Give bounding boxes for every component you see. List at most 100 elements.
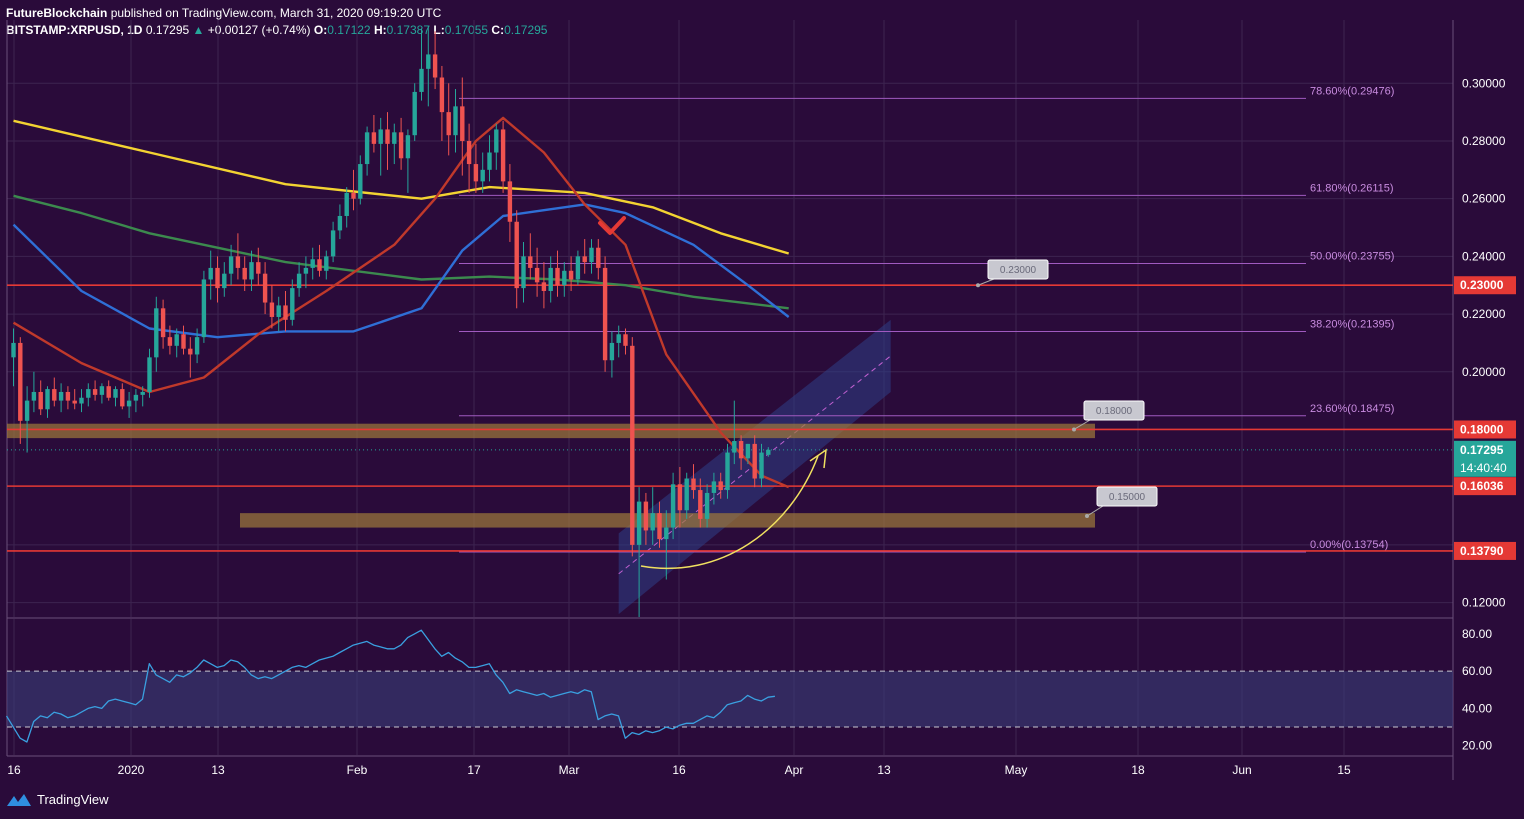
candle-body (426, 54, 431, 69)
candle-body (181, 334, 186, 349)
candle-body (623, 334, 628, 346)
price-level-tag (1454, 541, 1516, 560)
fib-level-label: 23.60%(0.18475) (1310, 403, 1394, 415)
callout-anchor (1072, 427, 1076, 432)
candle-body (528, 256, 533, 268)
last-price-tag (1454, 440, 1516, 477)
level-lines: 78.60%(0.29476) 61.80%(0.26115) 50.00%(0.2… (7, 85, 1453, 553)
footer-brand[interactable]: TradingView (37, 792, 109, 807)
fib-level-label: 50.00%(0.23755) (1310, 250, 1394, 262)
time-axis-tick: 13 (877, 763, 891, 777)
ohlc-high-key: H: (373, 23, 387, 37)
price-level-tag (1454, 276, 1516, 295)
rsi-axis-tick: 80.00 (1462, 627, 1492, 641)
time-axis-tick: 2020 (118, 763, 145, 777)
candle-body (351, 192, 356, 199)
last-price-tag-label: 0.17295 (1460, 443, 1504, 457)
symbol-name[interactable]: BITSTAMP:XRPUSD (6, 23, 121, 37)
price-axis-tick: 0.28000 (1462, 134, 1506, 148)
candle-body (664, 527, 669, 540)
candle-body (548, 267, 553, 291)
candle-body (324, 256, 329, 271)
candle-body (677, 484, 683, 511)
candle-body (154, 308, 159, 358)
publisher-name[interactable]: FutureBlockchain (6, 6, 108, 20)
candle-body (745, 443, 751, 459)
time-axis-tick: 16 (7, 763, 21, 777)
candlesticks[interactable] (11, 25, 771, 617)
callout-anchor (976, 283, 980, 288)
candle-body (296, 273, 302, 289)
grid (6, 20, 1454, 780)
candle-body (235, 256, 241, 268)
candle-body (541, 282, 547, 291)
candle-body (555, 267, 560, 286)
candle-body (337, 215, 343, 231)
candle-body (140, 391, 145, 395)
time-axis-tick: Jun (1232, 763, 1251, 777)
annotation-fills (7, 319, 1095, 615)
candle-body (65, 391, 71, 401)
moving-average-line (13, 194, 789, 310)
rsi-pane[interactable] (5, 629, 1454, 743)
candle-body (228, 256, 234, 274)
candle-body (609, 342, 615, 361)
candle-body (24, 400, 30, 421)
candle-body (514, 221, 519, 289)
candle-body (691, 478, 696, 491)
tradingview-logo-icon[interactable] (6, 793, 32, 807)
candle-body (630, 345, 635, 545)
candle-body (120, 389, 125, 407)
candle-body (174, 334, 179, 346)
candle-body (568, 270, 574, 280)
candle-body (194, 337, 200, 355)
candle-body (589, 247, 594, 263)
candle-body (133, 394, 139, 401)
rsi-band (7, 671, 1453, 728)
candle-body (698, 490, 703, 519)
price-level-tag-label: 0.16036 (1460, 479, 1504, 493)
publish-info: published on TradingView.com, March 31, … (110, 6, 442, 20)
candle-body (521, 256, 526, 289)
ohlc-low-key: L: (433, 23, 445, 37)
candle-body (283, 305, 288, 320)
candle-body (405, 135, 411, 159)
candle-body (188, 348, 193, 355)
candle-body (31, 391, 37, 401)
candle-body (358, 164, 363, 199)
ohlc-high-value: 0.17387 (386, 23, 431, 37)
candle-body (480, 169, 485, 182)
fib-level-label: 78.60%(0.29476) (1310, 85, 1394, 97)
recovery-arrow (640, 455, 819, 570)
price-level-tag-label: 0.18000 (1460, 422, 1504, 436)
time-axis-tick: Feb (347, 763, 368, 777)
support-zone (7, 423, 1095, 439)
price-axis-tick: 0.24000 (1462, 249, 1506, 263)
rsi-axis-tick: 60.00 (1462, 664, 1492, 678)
candle-body (766, 449, 771, 455)
candle-body (249, 262, 254, 280)
candle-body (201, 279, 207, 338)
callout-pointer (977, 278, 995, 286)
price-axis-tick: 0.22000 (1462, 307, 1506, 321)
candle-body (113, 389, 118, 398)
candle-body (79, 397, 84, 404)
candle-body (453, 106, 458, 136)
candle-body (562, 270, 567, 286)
candle-body (344, 192, 349, 216)
axes[interactable]: 0.30000 0.28000 0.26000 0.24000 0.22000 0.200… (7, 76, 1516, 777)
time-axis-tick: 18 (1131, 763, 1145, 777)
candle-body (276, 305, 281, 317)
candle-body (86, 389, 91, 398)
candle-body (616, 334, 621, 343)
candle-body (126, 400, 132, 407)
candle-body (45, 389, 50, 410)
footer: TradingView (6, 792, 109, 807)
candle-body (290, 288, 295, 320)
time-axis-tick: 15 (1337, 763, 1351, 777)
candle-body (487, 152, 492, 170)
candle-body (500, 129, 506, 182)
moving-averages (12, 116, 790, 489)
candle-body (378, 129, 383, 144)
